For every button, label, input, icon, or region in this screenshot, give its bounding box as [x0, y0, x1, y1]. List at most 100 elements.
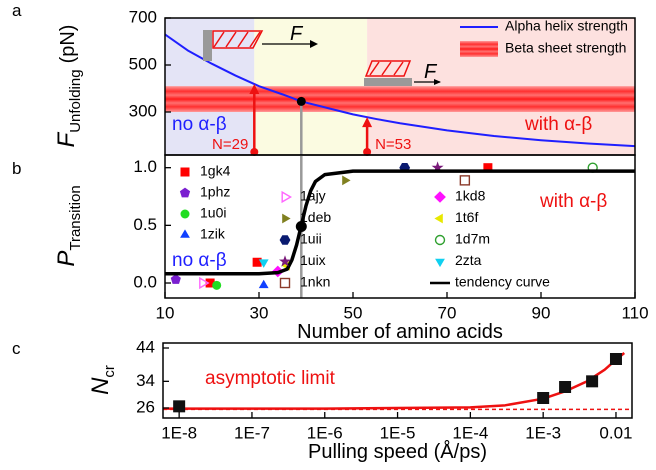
marker	[252, 257, 262, 267]
plot-area	[163, 352, 632, 413]
legend-marker	[434, 191, 446, 203]
legend-marker	[282, 213, 291, 224]
hatch	[225, 31, 237, 48]
band	[165, 86, 635, 112]
x-tick-label: 70	[438, 303, 457, 322]
y-tick-label: 34	[136, 371, 155, 390]
panel-label: c	[12, 339, 21, 358]
molecule	[212, 30, 264, 49]
legend-item: 2zta	[435, 252, 482, 268]
y-tick-label: 1.0	[133, 157, 157, 176]
legend-marker	[279, 277, 291, 289]
x-tick-label: 30	[250, 303, 269, 322]
legend-label: 1uii	[300, 231, 322, 247]
y-label-subscript: Transition	[67, 185, 84, 250]
legend-item: 1t6f	[434, 209, 478, 225]
line	[165, 169, 635, 276]
x-tick-label: 110	[621, 303, 648, 322]
y-label-symbol: F	[53, 131, 80, 147]
marker	[199, 276, 210, 290]
x-axis-label: Pulling speed (Å/ps)	[308, 440, 487, 463]
arrow-head	[362, 117, 373, 128]
asymptote-label: asymptotic limit	[205, 368, 336, 389]
plot-area	[165, 18, 635, 155]
y-tick-label: 300	[129, 101, 157, 120]
axes-frame	[164, 154, 636, 299]
legend-item: 1nkn	[279, 274, 330, 290]
panel: b no α-β with α-β 1gk4 1phz 1u0i 1zik 1ajy 1deb 1…	[12, 154, 649, 343]
y-label-subscript: cr	[101, 365, 118, 378]
legend-marker	[180, 209, 190, 219]
arrow-base	[363, 147, 372, 156]
panel: c asymptotic limit 26 34 44 1E-8 1E-7 1E-6 1E-5 1…	[12, 337, 633, 463]
x-tick-label: 90	[532, 303, 551, 322]
y-tick-label: 44	[136, 337, 155, 356]
y-axis-label: PTransition	[53, 185, 84, 266]
wall	[203, 30, 212, 61]
intersection-point	[296, 96, 306, 106]
transition-point	[295, 221, 307, 232]
legend-item: Beta sheet strength	[460, 40, 626, 57]
legend-item: tendency curve	[430, 274, 550, 290]
arrow-base	[250, 147, 259, 156]
legend-item: Alpha helix strength	[460, 18, 628, 34]
legend-label: 1phz	[200, 184, 230, 200]
y-label-subscript: Unfolding	[67, 69, 84, 132]
legend-marker	[179, 187, 191, 198]
legend-label: 1uix	[300, 252, 326, 268]
hatch	[237, 31, 249, 48]
hatch	[393, 61, 404, 76]
legend-marker	[435, 258, 445, 268]
arrow-label: N=29	[212, 136, 248, 153]
panel-label: b	[12, 159, 21, 178]
legend-item: 1d7m	[434, 231, 490, 247]
legend-label: 1zik	[200, 226, 226, 242]
x-tick-label: 10	[156, 303, 175, 322]
marker	[537, 392, 550, 404]
plot-area	[165, 155, 635, 298]
legend-label: 1deb	[300, 209, 331, 225]
x-tick-label: 1E-7	[234, 423, 270, 442]
arrow-head	[249, 84, 260, 95]
annotation: no α-β	[172, 114, 227, 135]
y-label-symbol: P	[53, 251, 80, 267]
marker	[483, 163, 493, 173]
marker	[459, 175, 471, 186]
legend-item: 1uix	[279, 252, 326, 268]
y-tick-label: 0.0	[133, 272, 157, 291]
marker	[431, 161, 444, 173]
legend-label: 1nkn	[300, 274, 330, 290]
legend-item: 1zik	[180, 226, 226, 242]
force-label: F	[290, 23, 304, 45]
y-label-unit: (pN)	[57, 25, 79, 64]
legend-label: Alpha helix strength	[505, 18, 628, 34]
legend-label: 1d7m	[455, 231, 490, 247]
x-axis-label: Number of amino acids	[297, 321, 503, 343]
x-tick-label: 1E-6	[307, 423, 343, 442]
legend-band	[460, 41, 498, 57]
legend-label: 2zta	[455, 252, 482, 268]
hatch	[381, 61, 392, 76]
line	[165, 33, 635, 148]
legend-item: 1ajy	[281, 188, 326, 204]
x-tick-label: 1E-3	[525, 423, 561, 442]
hatch	[369, 61, 380, 76]
legend-label: 1u0i	[200, 205, 226, 221]
legend-label: tendency curve	[455, 274, 550, 290]
force-head	[310, 40, 318, 48]
hatch	[249, 31, 261, 48]
x-tick-label: 0.01	[599, 423, 632, 442]
marker	[173, 400, 186, 413]
legend-label: 1gk4	[200, 163, 231, 179]
legend-marker	[180, 229, 190, 238]
x-tick-label: 1E-8	[161, 423, 197, 442]
legend-item: 1deb	[282, 209, 331, 225]
force-head	[434, 79, 441, 85]
legend-marker	[180, 167, 190, 177]
y-axis-label: FUnfolding (pN)	[53, 25, 84, 148]
legend-marker	[279, 255, 291, 267]
marker	[342, 175, 351, 186]
marker	[609, 353, 622, 365]
